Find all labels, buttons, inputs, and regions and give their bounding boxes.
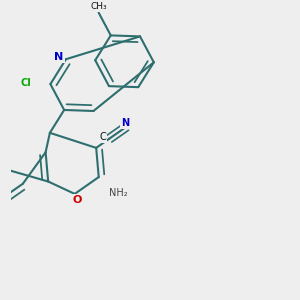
Text: C: C	[99, 132, 106, 142]
Text: Cl: Cl	[20, 78, 31, 88]
Text: O: O	[73, 195, 82, 205]
Text: CH₃: CH₃	[90, 2, 107, 11]
Text: N: N	[54, 52, 64, 62]
Text: NH₂: NH₂	[109, 188, 127, 198]
Text: N: N	[121, 118, 129, 128]
